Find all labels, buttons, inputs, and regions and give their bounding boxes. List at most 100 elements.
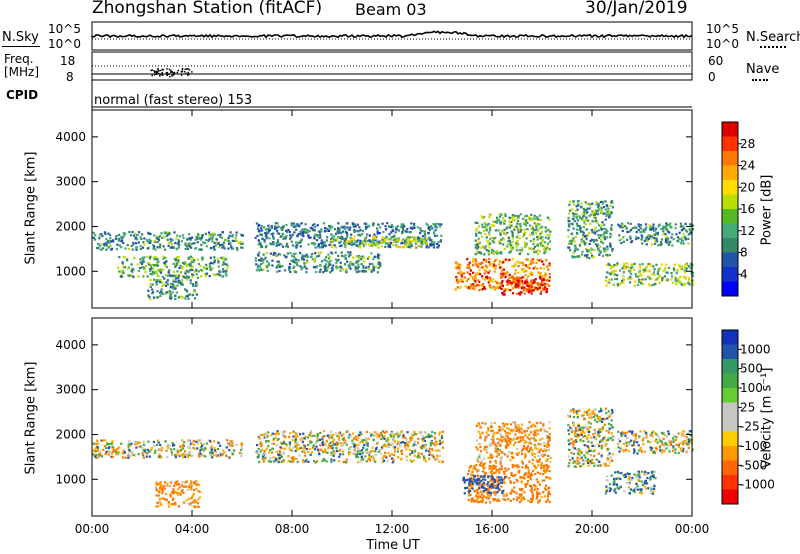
- scatter-cell: [209, 268, 212, 272]
- beam-label: Beam 03: [355, 0, 427, 19]
- scatter-cell: [181, 267, 184, 270]
- scatter-cell: [340, 251, 343, 254]
- scatter-cell: [504, 213, 507, 216]
- scatter-cell: [627, 222, 630, 225]
- scatter-cell: [348, 242, 351, 245]
- scatter-cell: [130, 442, 133, 445]
- scatter-cell: [534, 431, 537, 434]
- scatter-cell: [294, 436, 297, 439]
- scatter-cell: [653, 273, 656, 276]
- scatter-cell: [658, 275, 661, 279]
- scatter-cell: [606, 245, 609, 248]
- scatter-cell: [235, 234, 238, 237]
- scatter-cell: [479, 433, 482, 436]
- scatter-cell: [132, 234, 136, 237]
- scatter-cell: [423, 439, 426, 443]
- scatter-cell: [349, 451, 352, 454]
- scatter-cell: [580, 253, 583, 256]
- scatter-cell: [392, 446, 395, 449]
- scatter-cell: [457, 271, 460, 274]
- scatter-cell: [202, 443, 205, 446]
- scatter-cell: [538, 492, 541, 495]
- scatter-cell: [484, 478, 487, 481]
- scatter-cell: [475, 272, 478, 275]
- scatter-cell: [537, 455, 540, 458]
- scatter-cell: [582, 226, 585, 229]
- scatter-cell: [529, 290, 532, 293]
- scatter-cell: [518, 284, 521, 287]
- scatter-cell: [544, 274, 547, 277]
- scatter-cell: [681, 265, 684, 268]
- scatter-cell: [592, 210, 595, 213]
- scatter-cell: [312, 229, 315, 232]
- scatter-cell: [403, 242, 406, 245]
- scatter-cell: [665, 223, 668, 226]
- scatter-cell: [177, 256, 180, 259]
- scatter-cell: [511, 466, 514, 469]
- scatter-cell: [417, 452, 420, 455]
- scatter-cell: [183, 450, 187, 453]
- scatter-cell: [468, 487, 471, 490]
- scatter-cell: [500, 476, 503, 479]
- scatter-cell: [225, 238, 228, 242]
- scatter-cell: [393, 237, 396, 240]
- scatter-cell: [343, 238, 346, 241]
- scatter-cell: [459, 273, 462, 276]
- scatter-cell: [627, 266, 630, 269]
- scatter-cell: [254, 257, 257, 260]
- scatter-cell: [576, 214, 579, 217]
- scatter-cell: [155, 483, 158, 486]
- scatter-cell: [486, 490, 489, 494]
- scatter-cell: [148, 267, 152, 271]
- scatter-cell: [150, 263, 154, 266]
- scatter-cell: [501, 490, 505, 493]
- scatter-cell: [186, 278, 189, 281]
- scatter-cell: [477, 501, 480, 504]
- scatter-cell: [533, 452, 536, 456]
- scatter-cell: [470, 483, 473, 486]
- nave-point: [155, 72, 158, 75]
- scatter-cell: [547, 476, 550, 479]
- scatter-cell: [547, 248, 550, 251]
- scatter-cell: [427, 246, 430, 249]
- scatter-cell: [384, 443, 387, 446]
- scatter-cell: [494, 493, 497, 496]
- scatter-cell: [629, 222, 632, 225]
- scatter-cell: [301, 254, 304, 257]
- scatter-cell: [516, 260, 519, 263]
- scatter-cell: [545, 484, 548, 487]
- scatter-cell: [274, 254, 277, 257]
- scatter-cell: [365, 226, 368, 229]
- scatter-cell: [471, 470, 474, 473]
- scatter-cell: [372, 265, 375, 268]
- scatter-cell: [437, 433, 441, 436]
- scatter-cell: [323, 430, 326, 433]
- scatter-cell: [404, 443, 407, 446]
- scatter-cell: [629, 275, 632, 278]
- scatter-cell: [276, 239, 280, 242]
- scatter-cell: [629, 266, 633, 270]
- scatter-cell: [405, 455, 408, 458]
- scatter-cell: [494, 471, 498, 474]
- scatter-cell: [199, 439, 202, 442]
- scatter-cell: [310, 435, 313, 438]
- scatter-cell: [120, 235, 123, 238]
- scatter-cell: [163, 262, 166, 265]
- scatter-cell: [536, 492, 539, 496]
- nave-point: [186, 68, 188, 70]
- scatter-cell: [538, 451, 541, 454]
- scatter-cell: [680, 225, 683, 228]
- scatter-cell: [504, 233, 507, 236]
- scatter-cell: [361, 232, 364, 236]
- nave-point: [187, 71, 189, 74]
- scatter-cell: [645, 266, 648, 269]
- scatter-cell: [477, 225, 481, 228]
- scatter-cell: [178, 235, 182, 238]
- scatter-cell: [509, 459, 512, 462]
- scatter-cell: [315, 445, 318, 448]
- scatter-cell: [393, 448, 396, 451]
- scatter-cell: [290, 222, 293, 225]
- scatter-cell: [548, 233, 551, 236]
- scatter-cell: [372, 439, 375, 442]
- scatter-cell: [480, 464, 483, 467]
